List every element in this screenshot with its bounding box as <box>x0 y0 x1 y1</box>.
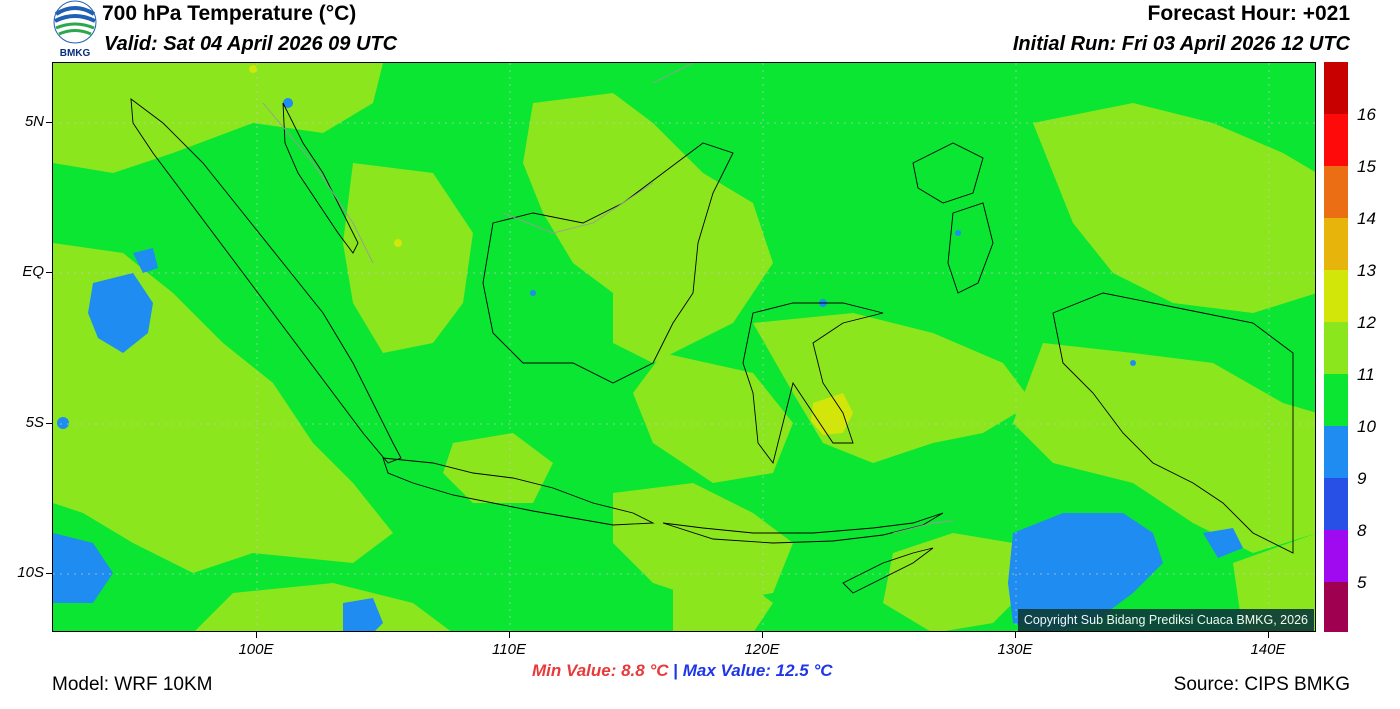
colorbar-segment <box>1324 218 1348 270</box>
colorbar-segment <box>1324 62 1348 88</box>
lon-tick-110e <box>509 632 510 638</box>
lon-label-100e: 100E <box>238 641 274 658</box>
colorbar-segment <box>1324 88 1348 114</box>
new-guinea-coast <box>1052 292 1294 554</box>
colorbar-segment <box>1324 270 1348 322</box>
colorbar-segment <box>1324 166 1348 218</box>
colorbar-label-10: 10 <box>1357 417 1376 436</box>
lon-tick-140e <box>1268 632 1269 638</box>
colorbar <box>1324 62 1348 632</box>
colorbar-segment <box>1324 478 1348 530</box>
min-max-separator: | <box>673 661 679 680</box>
forecast-hour: Forecast Hour: +021 <box>1147 2 1351 25</box>
min-max-values: Min Value: 8.8 °C | Max Value: 12.5 °C <box>532 661 833 681</box>
lon-tick-100e <box>256 632 257 638</box>
colorbar-segment <box>1324 582 1348 632</box>
nusa-tenggara-coast <box>662 512 944 544</box>
min-value: Min Value: 8.8 °C <box>532 661 669 680</box>
bmkg-logo <box>52 0 98 62</box>
logo-text: BMKG <box>59 48 91 59</box>
lat-label-5s: 5S <box>25 414 44 431</box>
lon-label-120e: 120E <box>744 641 780 658</box>
colorbar-label-13: 13 <box>1357 261 1376 280</box>
lat-tick-10s <box>46 573 52 574</box>
borneo-coast <box>482 142 734 384</box>
initial-run: Initial Run: Fri 03 April 2026 12 UTC <box>1012 33 1350 55</box>
lat-label-5n: 5N <box>24 113 44 130</box>
map-field <box>53 63 1315 631</box>
lon-label-110e: 110E <box>492 641 526 658</box>
colorbar-label-14: 14 <box>1357 209 1376 228</box>
map-title: 700 hPa Temperature (°C) <box>102 2 357 25</box>
source-info: Source: CIPS BMKG <box>1173 674 1350 695</box>
colorbar-segment <box>1324 530 1348 582</box>
copyright-note: Copyright Sub Bidang Prediksi Cuaca BMKG… <box>1017 609 1314 631</box>
colorbar-label-11: 11 <box>1357 365 1375 384</box>
sulawesi-coast <box>742 302 884 465</box>
colorbar-segment <box>1324 114 1348 166</box>
colorbar-label-15: 15 <box>1357 157 1376 176</box>
colorbar-segment <box>1324 374 1348 426</box>
valid-time: Valid: Sat 04 April 2026 09 UTC <box>104 33 398 55</box>
malaya-coast <box>282 102 359 254</box>
colorbar-label-5: 5 <box>1357 573 1367 592</box>
temperature-map <box>52 62 1316 632</box>
java-coast <box>382 457 655 526</box>
lon-tick-130e <box>1015 632 1016 638</box>
colorbar-label-9: 9 <box>1357 469 1367 488</box>
mindanao-coast <box>912 142 984 204</box>
colorbar-label-16: 16 <box>1357 105 1376 124</box>
lat-label-eq: EQ <box>22 263 44 280</box>
model-info: Model: WRF 10KM <box>52 674 213 695</box>
lat-tick-5n <box>46 122 52 123</box>
colorbar-segment <box>1324 322 1348 374</box>
lat-label-10s: 10S <box>17 564 44 581</box>
colorbar-label-8: 8 <box>1357 521 1367 540</box>
halmahera-coast <box>947 202 994 294</box>
lon-label-140e: 140E <box>1250 641 1286 658</box>
colorbar-segment <box>1324 426 1348 478</box>
max-value: Max Value: 12.5 °C <box>682 661 833 680</box>
lon-label-130e: 130E <box>997 641 1033 658</box>
lat-tick-5s <box>46 423 52 424</box>
sumatra-coast <box>130 98 402 464</box>
lon-tick-120e <box>762 632 763 638</box>
lat-tick-eq <box>46 272 52 273</box>
timor-coast <box>842 547 934 594</box>
colorbar-label-12: 12 <box>1357 313 1376 332</box>
